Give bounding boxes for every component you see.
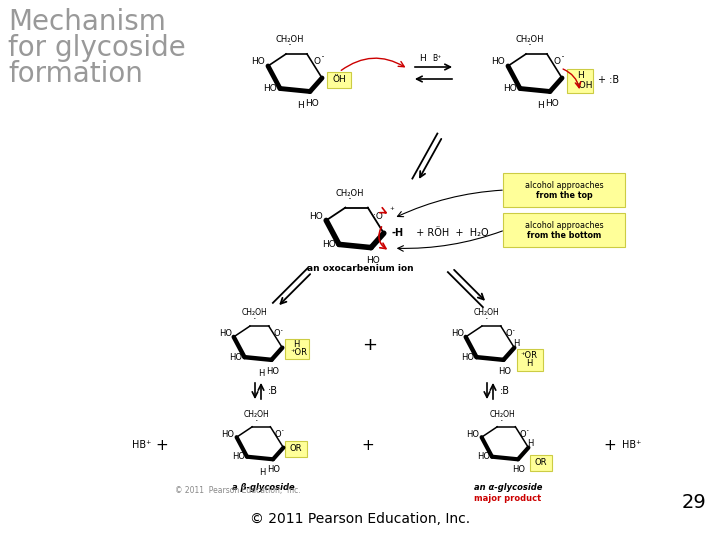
FancyBboxPatch shape — [285, 441, 307, 457]
Text: © 2011 Pearson Education, Inc.: © 2011 Pearson Education, Inc. — [250, 512, 470, 526]
Text: H: H — [258, 369, 264, 378]
Text: CH₂OH: CH₂OH — [336, 188, 364, 198]
Text: H: H — [293, 340, 300, 349]
Text: :B: :B — [500, 386, 510, 396]
Text: +: + — [362, 336, 377, 354]
Text: HO: HO — [232, 452, 245, 461]
Text: ·: · — [288, 39, 292, 52]
Text: B⁺: B⁺ — [432, 54, 441, 63]
Text: Mechanism: Mechanism — [8, 8, 166, 36]
FancyBboxPatch shape — [531, 455, 552, 470]
FancyBboxPatch shape — [567, 69, 593, 93]
Text: ⁺OR: ⁺OR — [521, 351, 538, 360]
Text: formation: formation — [8, 60, 143, 88]
FancyBboxPatch shape — [517, 349, 544, 370]
Text: from the top: from the top — [536, 191, 593, 199]
Text: HO: HO — [498, 367, 511, 376]
Text: :O: :O — [373, 212, 383, 221]
Text: a β-glycoside: a β-glycoside — [232, 483, 294, 491]
Text: H: H — [258, 468, 265, 477]
Text: HO: HO — [491, 57, 505, 66]
Text: + RÖH  +  H₂O: + RÖH + H₂O — [410, 228, 488, 238]
FancyBboxPatch shape — [327, 72, 351, 88]
Text: ⁺OH: ⁺OH — [574, 80, 593, 90]
Text: O: O — [313, 57, 320, 66]
Text: HO: HO — [310, 212, 323, 221]
Text: :B: :B — [268, 386, 278, 396]
Text: HO: HO — [462, 353, 474, 362]
Text: ⁺OR: ⁺OR — [290, 348, 307, 357]
Text: ·: · — [560, 51, 564, 64]
Text: OR: OR — [534, 458, 546, 467]
Text: HO: HO — [477, 452, 490, 461]
Text: ·: · — [526, 426, 530, 436]
Text: CH₂OH: CH₂OH — [474, 308, 500, 317]
Text: HO: HO — [251, 57, 265, 66]
Text: ·: · — [280, 326, 284, 336]
Text: for glycoside: for glycoside — [8, 34, 186, 62]
Text: ·: · — [281, 426, 284, 436]
Text: alcohol approaches: alcohol approaches — [525, 180, 603, 190]
Text: 29: 29 — [681, 493, 706, 512]
Text: alcohol approaches: alcohol approaches — [525, 220, 603, 230]
Text: O: O — [274, 430, 282, 438]
Text: H: H — [536, 102, 544, 111]
Text: O: O — [273, 329, 280, 339]
Text: HO: HO — [513, 465, 526, 474]
Text: ·: · — [253, 314, 257, 324]
Text: HO: HO — [467, 430, 480, 438]
Text: ·: · — [485, 314, 489, 324]
Text: HB⁺: HB⁺ — [132, 440, 152, 450]
Text: + :B: + :B — [598, 75, 619, 85]
Text: ·: · — [255, 416, 258, 426]
Text: ·: · — [512, 326, 516, 336]
Text: HO: HO — [323, 240, 336, 249]
Text: HO: HO — [266, 367, 279, 376]
Text: O: O — [505, 329, 512, 339]
Text: © 2011  Pearson Education,  Inc.: © 2011 Pearson Education, Inc. — [175, 485, 301, 495]
Text: HO: HO — [222, 430, 235, 438]
Text: CH₂OH: CH₂OH — [242, 308, 268, 317]
Text: H: H — [577, 71, 583, 80]
Text: from the bottom: from the bottom — [527, 231, 601, 240]
Text: +: + — [156, 437, 168, 453]
Text: ·: · — [348, 193, 352, 206]
Text: ⁺: ⁺ — [390, 206, 394, 215]
Text: ·: · — [320, 51, 325, 64]
Text: HO: HO — [503, 84, 517, 93]
Text: an α-glycoside: an α-glycoside — [474, 483, 542, 491]
Text: HO: HO — [219, 329, 232, 339]
FancyBboxPatch shape — [503, 173, 625, 207]
FancyBboxPatch shape — [285, 339, 310, 359]
Text: major product: major product — [474, 494, 541, 503]
Text: HO: HO — [305, 99, 319, 109]
Text: HB⁺: HB⁺ — [622, 440, 642, 450]
Text: an oxocarbenium ion: an oxocarbenium ion — [307, 264, 413, 273]
Text: CH₂OH: CH₂OH — [276, 35, 305, 44]
Text: CH₂OH: CH₂OH — [244, 410, 270, 419]
Text: +: + — [603, 437, 616, 453]
Text: O: O — [520, 430, 526, 438]
Text: HO: HO — [366, 255, 380, 265]
Text: HO: HO — [545, 99, 559, 109]
Text: H: H — [419, 54, 426, 63]
Text: HO: HO — [264, 84, 277, 93]
Text: +: + — [361, 437, 374, 453]
Text: H: H — [513, 339, 519, 348]
Text: -H: -H — [392, 228, 404, 238]
Text: O: O — [553, 57, 560, 66]
Text: CH₂OH: CH₂OH — [489, 410, 515, 419]
Text: ·: · — [500, 416, 504, 426]
Text: H: H — [297, 102, 303, 111]
Text: HO: HO — [451, 329, 464, 339]
Text: OR: OR — [289, 444, 302, 453]
Text: CH₂OH: CH₂OH — [516, 35, 544, 44]
Text: H: H — [526, 359, 533, 368]
Text: HO: HO — [268, 465, 281, 474]
Text: HO: HO — [230, 353, 243, 362]
Text: H: H — [527, 438, 534, 448]
Text: ·: · — [528, 39, 532, 52]
Text: ÖH: ÖH — [332, 75, 346, 84]
FancyBboxPatch shape — [503, 213, 625, 247]
